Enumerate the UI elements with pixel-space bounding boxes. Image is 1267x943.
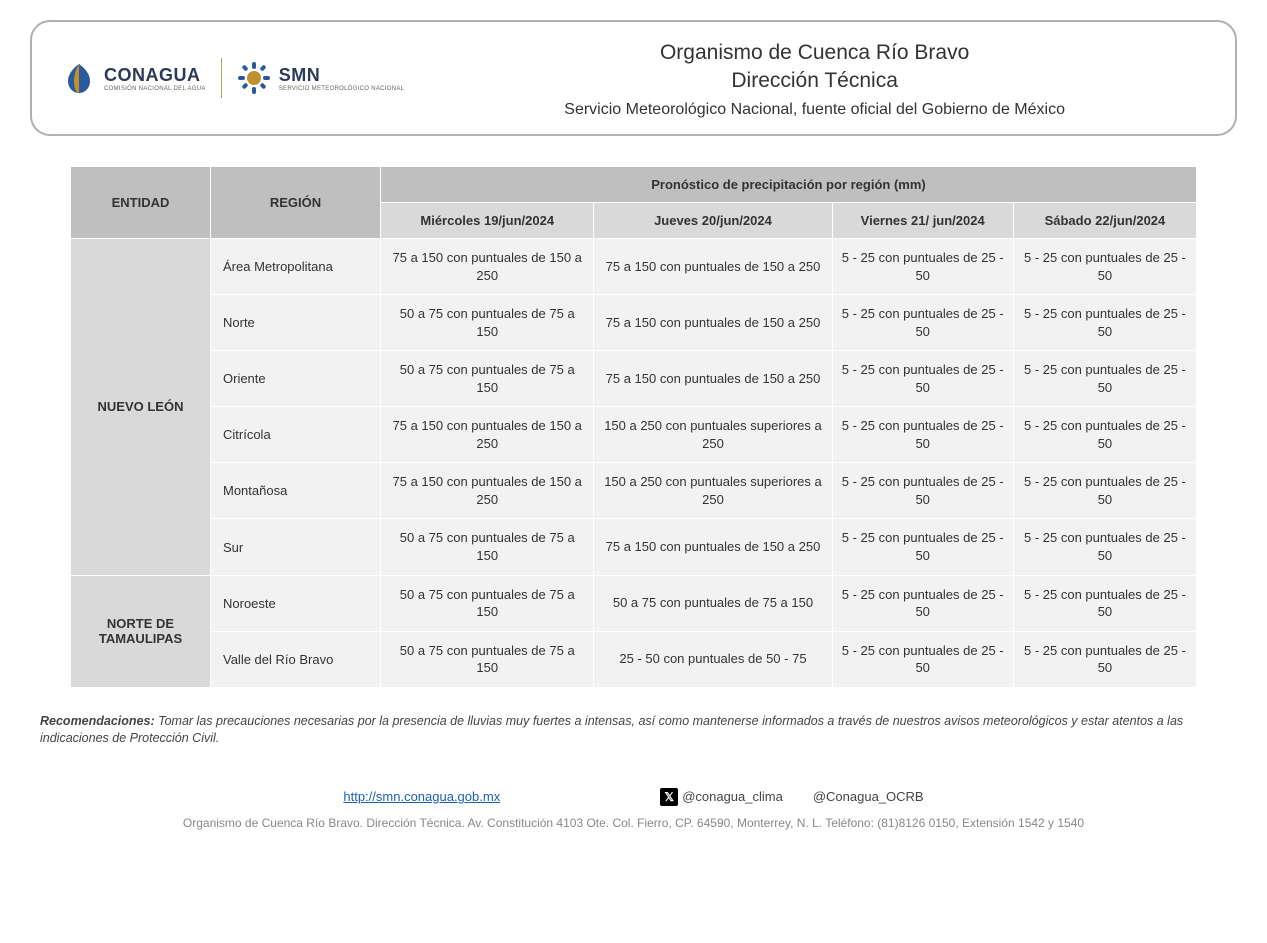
forecast-cell: 5 - 25 con puntuales de 25 - 50 [1013,519,1196,575]
header-subtitle: Servicio Meteorológico Nacional, fuente … [424,101,1205,119]
footer-address: Organismo de Cuenca Río Bravo. Dirección… [30,816,1237,830]
table-header-row-1: ENTIDAD REGIÓN Pronóstico de precipitaci… [71,167,1197,203]
region-cell: Sur [211,519,381,575]
forecast-cell: 75 a 150 con puntuales de 150 a 250 [594,519,832,575]
forecast-cell: 5 - 25 con puntuales de 25 - 50 [832,631,1013,687]
forecast-table: ENTIDAD REGIÓN Pronóstico de precipitaci… [70,166,1197,688]
entity-cell: NUEVO LEÓN [71,239,211,576]
conagua-name: CONAGUA [104,65,206,86]
forecast-cell: 75 a 150 con puntuales de 150 a 250 [381,407,594,463]
table-row: Sur50 a 75 con puntuales de 75 a 15075 a… [71,519,1197,575]
social-handle-2: @Conagua_OCRB [813,789,924,804]
logo-divider [221,58,222,98]
forecast-cell: 150 a 250 con puntuales superiores a 250 [594,463,832,519]
forecast-cell: 5 - 25 con puntuales de 25 - 50 [1013,463,1196,519]
region-cell: Oriente [211,351,381,407]
col-date: Miércoles 19/jun/2024 [381,203,594,239]
region-cell: Montañosa [211,463,381,519]
forecast-cell: 75 a 150 con puntuales de 150 a 250 [594,351,832,407]
conagua-sub: COMISIÓN NACIONAL DEL AGUA [104,86,206,92]
header-title-1: Organismo de Cuenca Río Bravo [424,41,1205,65]
conagua-logo: CONAGUA COMISIÓN NACIONAL DEL AGUA [62,61,206,95]
forecast-cell: 50 a 75 con puntuales de 75 a 150 [381,631,594,687]
region-cell: Valle del Río Bravo [211,631,381,687]
footer-links: http://smn.conagua.gob.mx 𝕏 @conagua_clim… [30,788,1237,806]
forecast-cell: 5 - 25 con puntuales de 25 - 50 [1013,351,1196,407]
col-date: Jueves 20/jun/2024 [594,203,832,239]
col-forecast: Pronóstico de precipitación por región (… [381,167,1197,203]
header-titles: Organismo de Cuenca Río Bravo Dirección … [424,37,1205,119]
forecast-cell: 5 - 25 con puntuales de 25 - 50 [1013,239,1196,295]
forecast-cell: 5 - 25 con puntuales de 25 - 50 [832,295,1013,351]
smn-logo: SMN SERVICIO METEOROLÓGICO NACIONAL [237,61,405,95]
region-cell: Citrícola [211,407,381,463]
forecast-cell: 5 - 25 con puntuales de 25 - 50 [832,407,1013,463]
forecast-cell: 5 - 25 con puntuales de 25 - 50 [1013,631,1196,687]
table-row: Valle del Río Bravo50 a 75 con puntuales… [71,631,1197,687]
forecast-cell: 5 - 25 con puntuales de 25 - 50 [1013,407,1196,463]
forecast-cell: 75 a 150 con puntuales de 150 a 250 [594,239,832,295]
footer-social: 𝕏 @conagua_clima @Conagua_OCRB [660,788,923,806]
forecast-cell: 50 a 75 con puntuales de 75 a 150 [594,575,832,631]
forecast-cell: 50 a 75 con puntuales de 75 a 150 [381,351,594,407]
table-row: Montañosa75 a 150 con puntuales de 150 a… [71,463,1197,519]
forecast-cell: 5 - 25 con puntuales de 25 - 50 [832,239,1013,295]
region-cell: Noroeste [211,575,381,631]
forecast-cell: 50 a 75 con puntuales de 75 a 150 [381,519,594,575]
forecast-cell: 5 - 25 con puntuales de 25 - 50 [832,351,1013,407]
forecast-cell: 5 - 25 con puntuales de 25 - 50 [832,463,1013,519]
col-entity: ENTIDAD [71,167,211,239]
forecast-cell: 50 a 75 con puntuales de 75 a 150 [381,295,594,351]
forecast-cell: 150 a 250 con puntuales superiores a 250 [594,407,832,463]
smn-sub: SERVICIO METEOROLÓGICO NACIONAL [279,86,405,92]
forecast-table-wrap: ENTIDAD REGIÓN Pronóstico de precipitaci… [70,166,1197,688]
forecast-cell: 75 a 150 con puntuales de 150 a 250 [381,463,594,519]
table-row: Citrícola75 a 150 con puntuales de 150 a… [71,407,1197,463]
forecast-cell: 5 - 25 con puntuales de 25 - 50 [832,519,1013,575]
forecast-cell: 50 a 75 con puntuales de 75 a 150 [381,575,594,631]
col-date: Viernes 21/ jun/2024 [832,203,1013,239]
table-head: ENTIDAD REGIÓN Pronóstico de precipitaci… [71,167,1197,239]
table-row: Oriente50 a 75 con puntuales de 75 a 150… [71,351,1197,407]
header-box: CONAGUA COMISIÓN NACIONAL DEL AGUA [30,20,1237,136]
header-title-2: Dirección Técnica [424,69,1205,93]
x-icon: 𝕏 [660,788,678,806]
recommendations-label: Recomendaciones: [40,714,155,728]
table-body: NUEVO LEÓNÁrea Metropolitana75 a 150 con… [71,239,1197,688]
smn-icon [237,61,271,95]
forecast-cell: 75 a 150 con puntuales de 150 a 250 [381,239,594,295]
footer-url-link[interactable]: http://smn.conagua.gob.mx [343,789,500,804]
region-cell: Área Metropolitana [211,239,381,295]
conagua-icon [62,61,96,95]
table-row: NUEVO LEÓNÁrea Metropolitana75 a 150 con… [71,239,1197,295]
smn-name: SMN [279,65,405,86]
forecast-cell: 5 - 25 con puntuales de 25 - 50 [1013,295,1196,351]
col-date: Sábado 22/jun/2024 [1013,203,1196,239]
col-region: REGIÓN [211,167,381,239]
recommendations-text: Tomar las precauciones necesarias por la… [40,714,1183,746]
forecast-cell: 5 - 25 con puntuales de 25 - 50 [1013,575,1196,631]
table-row: NORTE DE TAMAULIPASNoroeste50 a 75 con p… [71,575,1197,631]
footer: http://smn.conagua.gob.mx 𝕏 @conagua_clim… [30,788,1237,830]
region-cell: Norte [211,295,381,351]
forecast-cell: 5 - 25 con puntuales de 25 - 50 [832,575,1013,631]
forecast-cell: 25 - 50 con puntuales de 50 - 75 [594,631,832,687]
table-row: Norte50 a 75 con puntuales de 75 a 15075… [71,295,1197,351]
entity-cell: NORTE DE TAMAULIPAS [71,575,211,687]
forecast-cell: 75 a 150 con puntuales de 150 a 250 [594,295,832,351]
social-handle-1: 𝕏 @conagua_clima [660,788,783,806]
handle-1-text: @conagua_clima [682,789,783,804]
logos-container: CONAGUA COMISIÓN NACIONAL DEL AGUA [62,58,404,98]
recommendations: Recomendaciones: Tomar las precauciones … [40,713,1227,748]
